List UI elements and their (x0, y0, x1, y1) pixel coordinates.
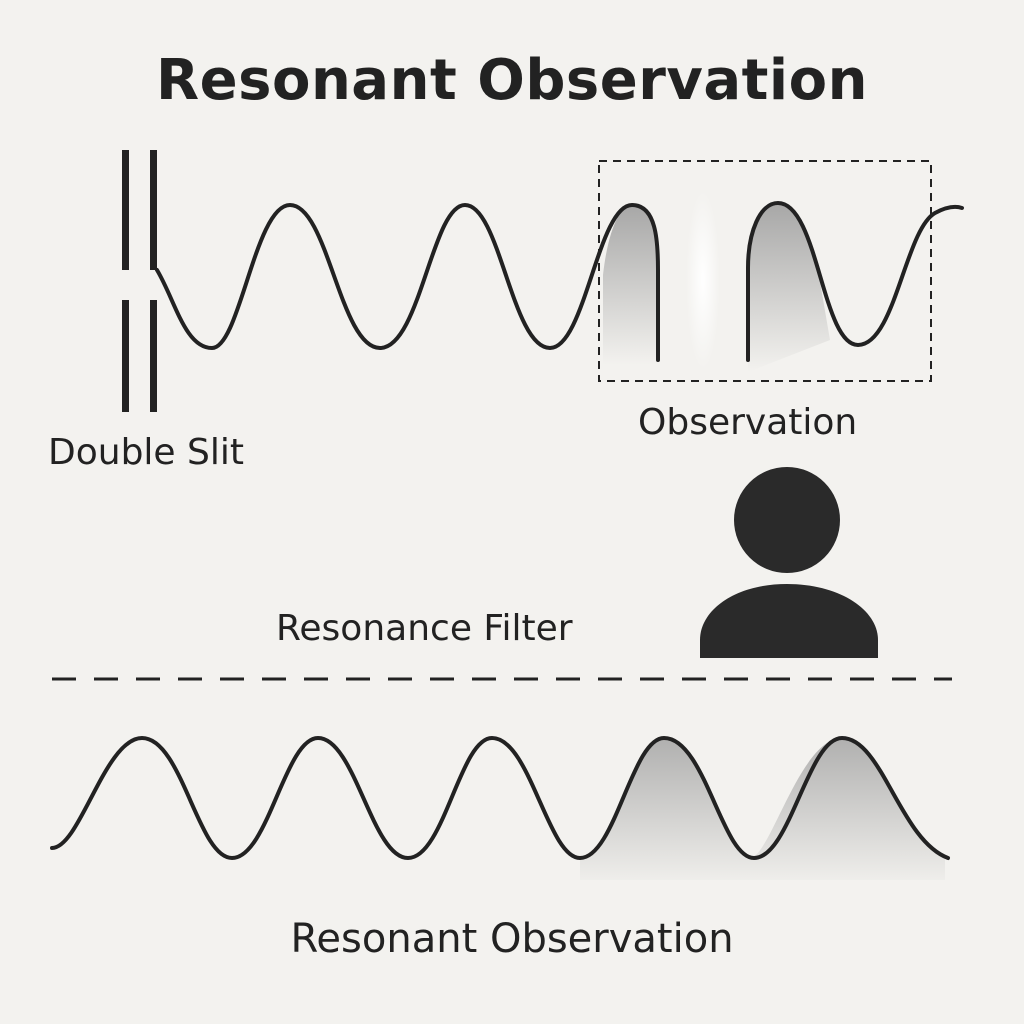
observation-box (598, 160, 932, 382)
resonant-wave (50, 735, 950, 861)
slit-bar-upper-left (122, 150, 129, 270)
double-slit-barrier (122, 150, 157, 412)
diagram-title: Resonant Observation (156, 48, 868, 113)
observed-wave (746, 200, 964, 362)
resonant-wave-shading (580, 738, 945, 880)
double-slit-label: Double Slit (48, 432, 244, 473)
observation-label: Observation (638, 402, 858, 443)
slit-bar-lower-right (150, 300, 157, 412)
bright-fringe (686, 190, 720, 370)
slit-bar-upper-right (150, 150, 157, 270)
resonance-filter-label: Resonance Filter (276, 608, 573, 649)
person-icon (700, 467, 878, 658)
fringe-shade-left (603, 205, 658, 365)
fringe-shade-right (748, 203, 830, 372)
bottom-caption: Resonant Observation (290, 916, 734, 962)
incoming-wave (155, 202, 660, 362)
slit-bar-lower-left (122, 300, 129, 412)
